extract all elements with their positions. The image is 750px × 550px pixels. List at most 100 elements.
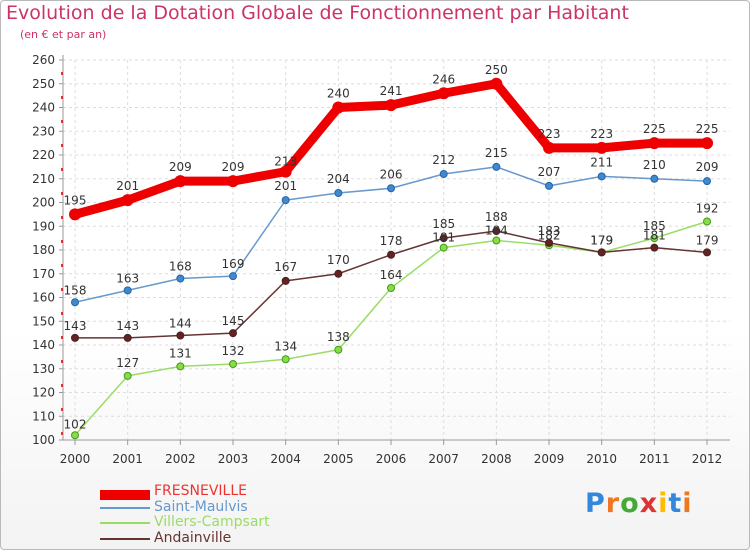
data-point-villers-campsart xyxy=(229,360,238,368)
y-tick-label: 190 xyxy=(32,219,55,233)
data-label: 181 xyxy=(432,231,455,245)
legend-swatch-villers-campsart xyxy=(100,522,150,524)
x-tick-label: 2011 xyxy=(639,452,670,466)
axes: 100 110 120 130 140 150 160 170 180 190 200 210 220 2… xyxy=(32,53,730,466)
data-point-andainville xyxy=(176,331,185,340)
logo-letter: P xyxy=(585,488,606,519)
data-point-fresneville xyxy=(437,87,450,100)
y-tick-label: 200 xyxy=(32,196,55,210)
data-point-andainville xyxy=(387,250,396,259)
data-label: 138 xyxy=(327,330,350,344)
data-point-villers-campsart xyxy=(650,234,659,243)
data-point-villers-campsart xyxy=(703,217,712,226)
data-label: 182 xyxy=(538,228,561,242)
data-point-fresneville xyxy=(701,137,714,150)
data-label: 102 xyxy=(64,417,87,431)
y-tick-label: 180 xyxy=(32,243,55,257)
logo-letter: r xyxy=(605,488,621,519)
data-label: 212 xyxy=(432,153,455,167)
data-point-fresneville xyxy=(595,141,608,154)
data-point-saint-maulvis xyxy=(387,184,396,193)
data-label: 134 xyxy=(274,339,297,353)
data-label: 179 xyxy=(696,233,719,247)
data-label: 164 xyxy=(380,268,403,282)
data-point-villers-campsart xyxy=(387,284,396,292)
data-label: 143 xyxy=(116,319,139,333)
data-point-villers-campsart xyxy=(439,243,448,252)
legend-swatch-andainville xyxy=(100,538,150,540)
y-tick-label: 130 xyxy=(32,362,55,376)
data-point-saint-maulvis xyxy=(492,162,501,171)
data-label: 178 xyxy=(380,234,403,248)
data-point-saint-maulvis xyxy=(123,286,132,295)
data-label: 158 xyxy=(64,283,87,297)
x-tick-label: 2012 xyxy=(692,452,723,466)
data-point-saint-maulvis xyxy=(176,274,185,283)
data-label: 206 xyxy=(380,167,403,181)
data-point-andainville xyxy=(545,238,554,247)
data-label: 168 xyxy=(169,260,192,274)
data-label: 181 xyxy=(643,229,666,243)
data-point-saint-maulvis xyxy=(545,181,554,190)
x-tick-label: 2002 xyxy=(165,452,196,466)
y-tick-label: 140 xyxy=(32,338,55,352)
data-point-fresneville xyxy=(121,194,134,207)
series-group xyxy=(69,77,714,440)
data-point-villers-campsart xyxy=(176,362,185,371)
data-label: 209 xyxy=(696,160,719,174)
data-point-villers-campsart xyxy=(492,236,501,245)
y-tick-label: 170 xyxy=(32,267,55,281)
legend-label-fresneville: FRESNEVILLE xyxy=(154,483,247,499)
data-label: 246 xyxy=(432,72,455,86)
data-label: 145 xyxy=(222,314,245,328)
data-point-andainville xyxy=(703,248,712,257)
data-point-villers-campsart xyxy=(71,431,79,440)
data-label: 183 xyxy=(538,224,561,238)
data-label: 131 xyxy=(169,346,192,360)
data-label: 169 xyxy=(222,257,245,271)
data-point-saint-maulvis xyxy=(703,177,712,186)
logo-letter: x xyxy=(639,488,659,519)
y-tick-label: 110 xyxy=(32,409,55,423)
y-tick-label: 220 xyxy=(32,148,55,162)
data-point-saint-maulvis xyxy=(650,174,659,183)
y-tick-label: 240 xyxy=(32,101,55,115)
legend-swatch-fresneville xyxy=(100,490,150,500)
x-tick-label: 2009 xyxy=(534,452,565,466)
data-point-andainville xyxy=(71,333,79,342)
data-point-fresneville xyxy=(385,99,398,112)
x-tick-label: 2003 xyxy=(218,452,249,466)
data-label: 225 xyxy=(696,122,719,136)
data-label: 223 xyxy=(590,127,613,141)
data-point-fresneville xyxy=(332,101,345,114)
data-point-saint-maulvis xyxy=(439,170,448,178)
data-label: 179 xyxy=(590,233,613,247)
y-tick-label: 230 xyxy=(32,124,55,138)
data-point-fresneville xyxy=(648,137,661,150)
y-tick-label: 260 xyxy=(32,53,55,67)
data-point-andainville xyxy=(597,248,606,257)
data-label: 223 xyxy=(538,127,561,141)
y-tick-label: 160 xyxy=(32,291,55,305)
data-label: 144 xyxy=(169,317,192,331)
data-label: 127 xyxy=(116,356,139,370)
data-point-fresneville xyxy=(543,141,556,154)
x-tick-label: 2008 xyxy=(481,452,512,466)
data-point-andainville xyxy=(492,227,501,235)
chart-title: Evolution de la Dotation Globale de Fonc… xyxy=(6,2,629,24)
y-tick-label: 150 xyxy=(32,314,55,328)
data-label: 204 xyxy=(327,172,350,186)
logo-letter: i xyxy=(682,488,693,519)
y-tick-label: 120 xyxy=(32,386,55,400)
data-point-saint-maulvis xyxy=(71,298,79,307)
data-label: 213 xyxy=(274,155,297,169)
x-tick-label: 2006 xyxy=(376,452,407,466)
data-label: 209 xyxy=(222,160,245,174)
data-point-saint-maulvis xyxy=(281,196,290,205)
data-point-villers-campsart xyxy=(334,345,343,354)
data-label: 225 xyxy=(643,122,666,136)
data-label: 132 xyxy=(222,344,245,358)
data-point-saint-maulvis xyxy=(229,272,238,281)
x-tick-label: 2004 xyxy=(270,452,301,466)
